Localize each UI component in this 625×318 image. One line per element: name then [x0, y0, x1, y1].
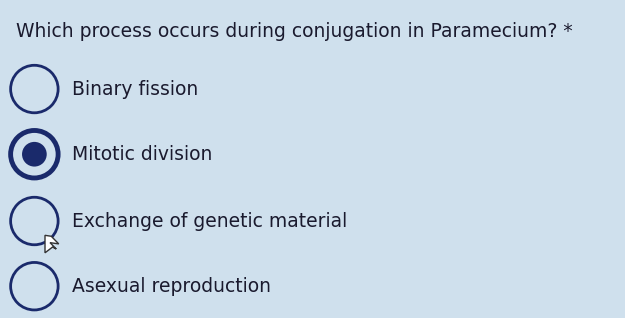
Polygon shape — [45, 235, 59, 253]
Ellipse shape — [22, 142, 47, 167]
Text: Which process occurs during conjugation in Paramecium? *: Which process occurs during conjugation … — [16, 22, 572, 41]
Text: Exchange of genetic material: Exchange of genetic material — [72, 211, 347, 231]
Text: Asexual reproduction: Asexual reproduction — [72, 277, 271, 296]
Ellipse shape — [17, 136, 53, 172]
Text: Mitotic division: Mitotic division — [72, 145, 213, 164]
Text: Binary fission: Binary fission — [72, 80, 198, 99]
